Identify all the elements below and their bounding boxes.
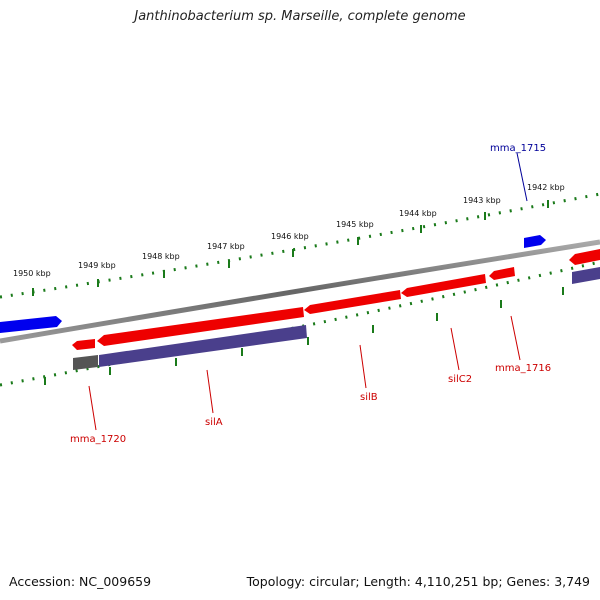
gene-label-silB[interactable]: silB xyxy=(360,392,378,403)
kbp-label-1950: 1950 kbp xyxy=(13,269,51,278)
gene-label-silA[interactable]: silA xyxy=(205,417,223,428)
leader-mma-1720 xyxy=(88,385,97,431)
gene-label-mma-1715[interactable]: mma_1715 xyxy=(490,143,546,154)
leader-silA xyxy=(206,369,214,414)
gene-label-silC2[interactable]: silC2 xyxy=(448,374,472,385)
protein-bar-silA xyxy=(99,325,307,367)
reverse-gene-silA[interactable] xyxy=(97,307,304,346)
kbp-label-1942: 1942 kbp xyxy=(527,183,565,192)
leader-mma-1715 xyxy=(516,152,528,202)
genome-backbone xyxy=(0,239,600,344)
protein-bar-mma-1720 xyxy=(73,355,98,370)
reverse-gene-silC2[interactable] xyxy=(401,274,486,297)
kbp-label-1948: 1948 kbp xyxy=(142,252,180,261)
leader-mma-1716 xyxy=(510,315,521,361)
kbp-label-1943: 1943 kbp xyxy=(463,196,501,205)
major-ticks xyxy=(32,200,549,296)
gene-label-mma-1716[interactable]: mma_1716 xyxy=(495,363,551,374)
reverse-gene-mma-1720[interactable] xyxy=(72,339,95,350)
forward-gene-mma-1715[interactable] xyxy=(524,235,546,248)
gene-label-mma-1720[interactable]: mma_1720 xyxy=(70,434,126,445)
kbp-label-1946: 1946 kbp xyxy=(271,232,309,241)
kbp-label-1947: 1947 kbp xyxy=(207,242,245,251)
accession-text: Accession: NC_009659 xyxy=(9,574,152,589)
outer-scale-ruler xyxy=(0,192,600,299)
leader-silC2 xyxy=(450,327,460,371)
kbp-label-1945: 1945 kbp xyxy=(336,220,374,229)
kbp-label-1949: 1949 kbp xyxy=(78,261,116,270)
reverse-gene-mma-1716[interactable] xyxy=(489,267,515,280)
reverse-gene-right[interactable] xyxy=(569,249,600,265)
reverse-gene-silB[interactable] xyxy=(304,290,401,314)
kbp-label-1944: 1944 kbp xyxy=(399,209,437,218)
forward-gene-left[interactable] xyxy=(0,316,62,333)
leader-silB xyxy=(359,344,367,389)
inner-major-ticks xyxy=(44,287,564,385)
protein-bar-right xyxy=(572,267,600,284)
map-title: Janthinobacterium sp. Marseille, complet… xyxy=(134,9,466,24)
genome-summary-text: Topology: circular; Length: 4,110,251 bp… xyxy=(246,574,590,589)
